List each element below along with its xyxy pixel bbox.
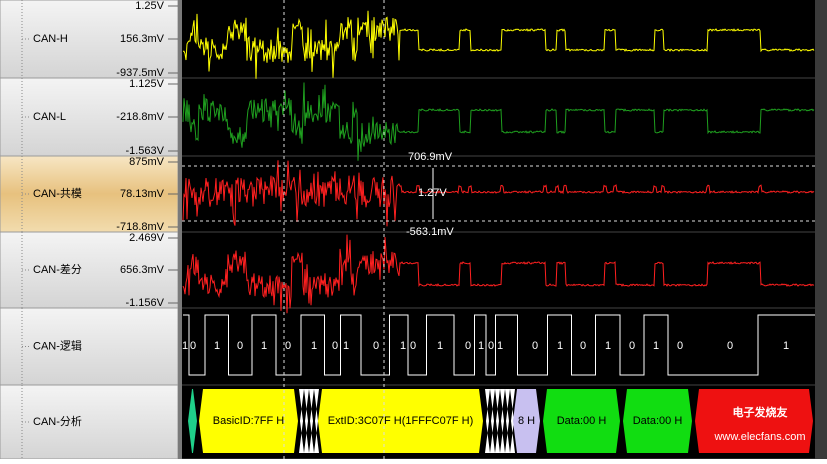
decode-segment xyxy=(188,389,197,453)
logic-bit: 0 xyxy=(629,340,635,352)
waveform xyxy=(182,234,815,314)
channel-name: CAN-共模 xyxy=(33,187,82,200)
channel-name: CAN-差分 xyxy=(33,262,82,276)
scale-top: 875mV xyxy=(129,156,165,168)
scale-bottom: -1.563V xyxy=(125,145,164,157)
scale-mid: -218.8mV xyxy=(116,111,164,123)
scale-top: 1.25V xyxy=(135,0,164,12)
logic-bit: 1 xyxy=(182,340,188,352)
decode-segment xyxy=(318,389,483,453)
logic-bit: 0 xyxy=(488,340,494,352)
decode-segment xyxy=(199,389,298,453)
decode-segment xyxy=(309,389,314,453)
scale-mid: 156.3mV xyxy=(120,33,165,45)
cursor-lower: -563.1mV xyxy=(406,226,454,238)
scale-bottom: -937.5mV xyxy=(116,67,164,79)
cursor-delta: 1.27V xyxy=(418,187,447,199)
watermark-url: www.elecfans.com xyxy=(713,431,805,443)
channel-row[interactable] xyxy=(0,155,179,233)
decode-segment xyxy=(490,389,495,453)
logic-bit: 1 xyxy=(605,340,611,352)
waveform xyxy=(182,82,815,161)
decode-label: BasicID:7FF H xyxy=(213,415,285,427)
scale-mid: 656.3mV xyxy=(120,264,165,276)
waveform xyxy=(182,160,815,227)
logic-bit: 1 xyxy=(400,340,406,352)
decode-label: Data:00 H xyxy=(633,415,683,427)
scale-top: 2.469V xyxy=(129,232,165,244)
decode-label: 8 H xyxy=(518,415,535,427)
logic-bit: 0 xyxy=(190,340,196,352)
logic-bit: 0 xyxy=(677,340,683,352)
logic-bit: 1 xyxy=(214,340,220,352)
logic-bit: 1 xyxy=(311,340,317,352)
logic-bit: 0 xyxy=(727,340,733,352)
logic-bit: 0 xyxy=(580,340,586,352)
decode-label: Data:00 H xyxy=(557,415,607,427)
scale-bottom: -718.8mV xyxy=(116,221,164,233)
channel-name: CAN-分析 xyxy=(33,414,82,428)
logic-bit: 0 xyxy=(332,340,338,352)
scale-bottom: -1.156V xyxy=(125,297,164,309)
decode-segment xyxy=(623,389,692,453)
watermark-logo: 电子发烧友 xyxy=(733,405,788,419)
logic-bit: 1 xyxy=(261,340,267,352)
logic-bit: 1 xyxy=(478,340,484,352)
decode-segment xyxy=(513,389,540,453)
logic-bit: 0 xyxy=(285,340,291,352)
scroll-strip xyxy=(815,0,827,459)
decode-segment xyxy=(485,389,490,453)
logic-bit: 1 xyxy=(783,340,789,352)
decode-segment xyxy=(314,389,319,453)
logic-bit: 0 xyxy=(532,340,538,352)
decode-segment xyxy=(695,389,813,453)
decode-segment xyxy=(500,389,505,453)
logic-bit: 1 xyxy=(343,340,349,352)
logic-bit: 0 xyxy=(465,340,471,352)
channel-row[interactable] xyxy=(0,307,179,386)
logic-bit: 1 xyxy=(497,340,503,352)
logic-bit: 1 xyxy=(653,340,659,352)
decode-segment xyxy=(304,389,309,453)
logic-wave xyxy=(183,314,815,376)
channel-row[interactable] xyxy=(0,0,179,79)
channel-row[interactable] xyxy=(0,384,179,460)
decode-segment xyxy=(543,389,620,453)
channel-name: CAN-L xyxy=(33,111,66,123)
decode-segment xyxy=(505,389,510,453)
scale-top: 1.125V xyxy=(129,78,165,90)
decode-segment xyxy=(495,389,500,453)
scale-mid: 78.13mV xyxy=(120,188,165,200)
logic-bit: 1 xyxy=(557,340,563,352)
channel-name: CAN-逻辑 xyxy=(33,338,82,352)
logic-bit: 0 xyxy=(410,340,416,352)
decode-segment xyxy=(510,389,515,453)
decode-label: ExtID:3C07F H(1FFFC07F H) xyxy=(328,415,473,427)
waveform xyxy=(183,10,815,79)
cursor-upper: 706.9mV xyxy=(408,151,453,163)
decode-segment xyxy=(299,389,304,453)
channel-name: CAN-H xyxy=(33,33,68,45)
logic-bit: 0 xyxy=(373,340,379,352)
logic-bit: 1 xyxy=(437,340,443,352)
logic-bit: 0 xyxy=(237,340,243,352)
panel-divider xyxy=(178,0,182,459)
